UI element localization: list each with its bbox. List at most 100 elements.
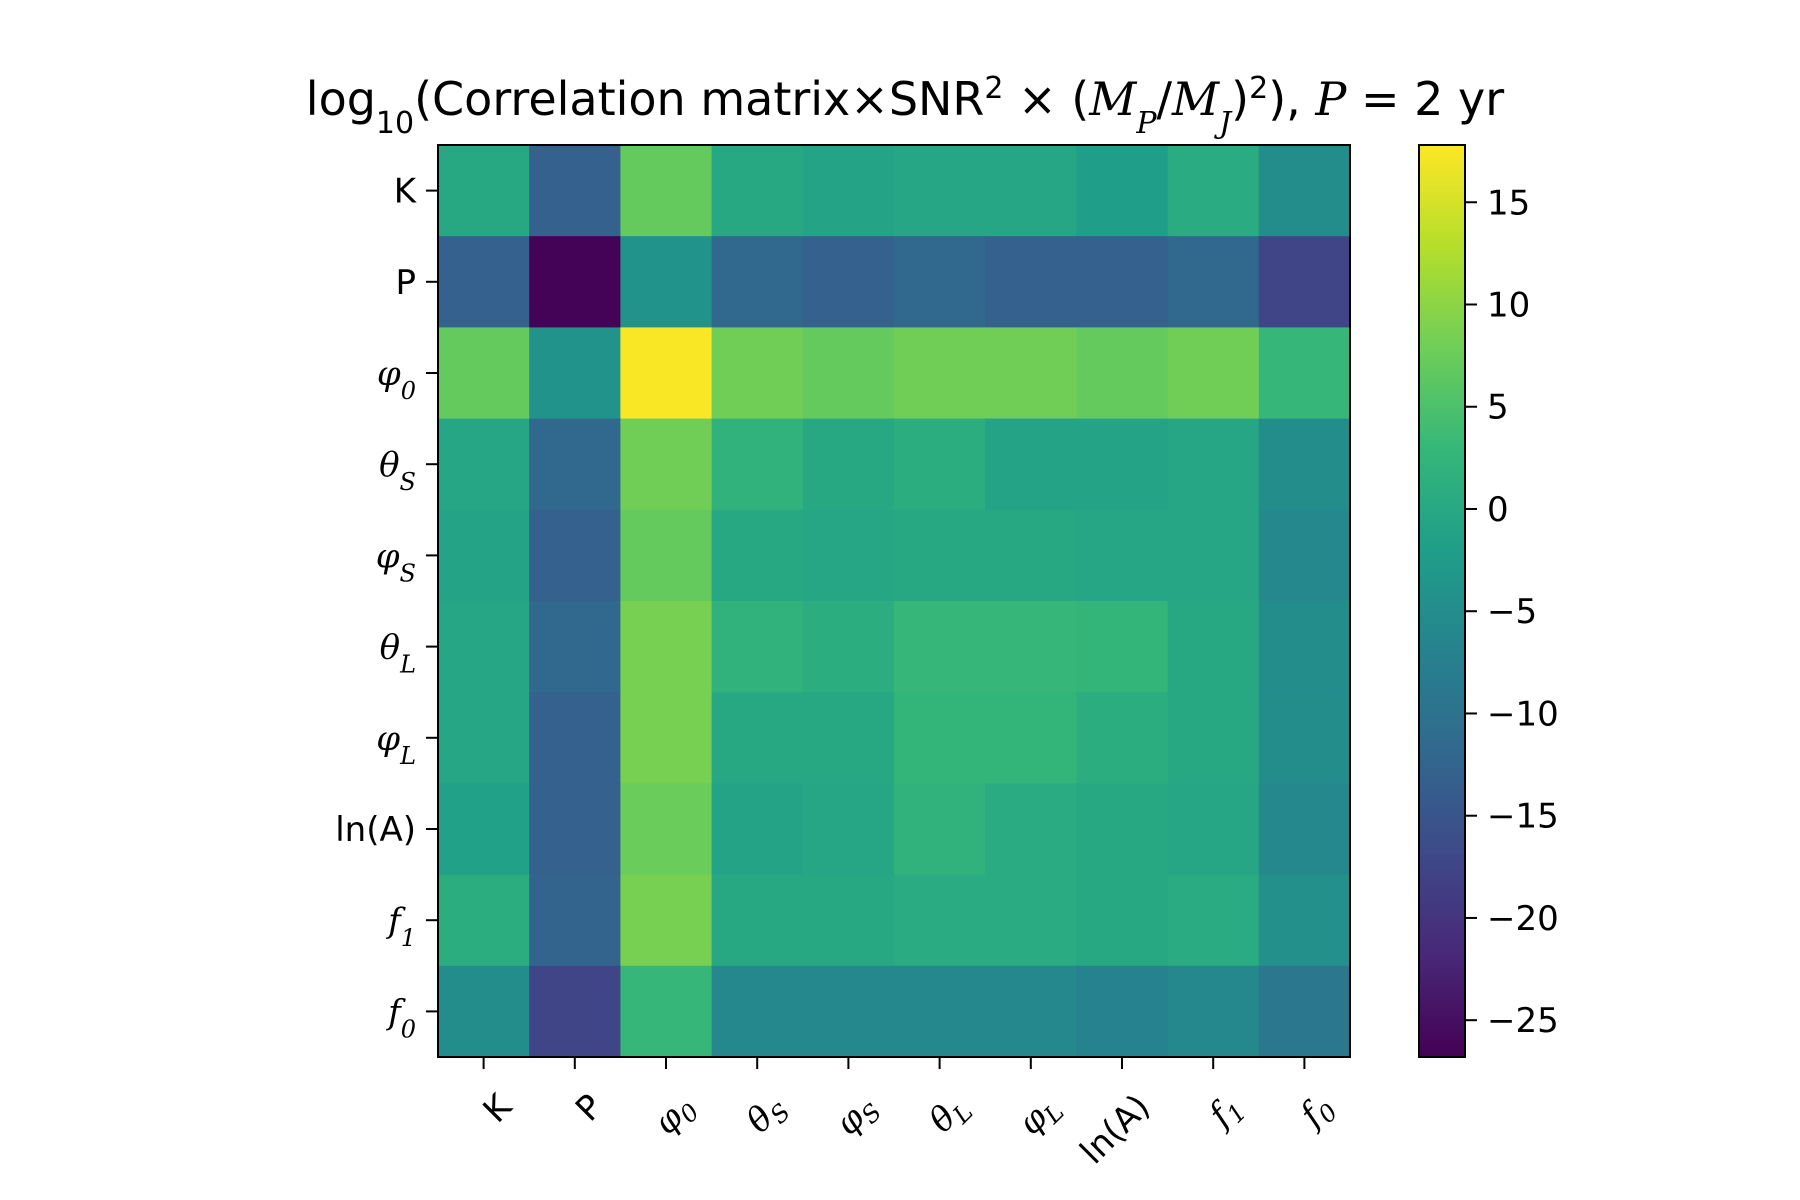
heatmap-cell-f1-θL xyxy=(894,874,986,967)
heatmap-cell-φL-φL xyxy=(985,692,1077,784)
heatmap-cell-φ0-K xyxy=(438,327,530,420)
title-close: ) xyxy=(1231,72,1249,126)
heatmap-cell-P-f1 xyxy=(1167,236,1260,328)
heatmap-cell-φL-φ0 xyxy=(620,692,713,784)
heatmap-cell-θL-f0 xyxy=(1258,601,1351,693)
heatmap-cell-K-ln(A) xyxy=(1076,145,1169,237)
heatmap-cell-f1-K xyxy=(438,874,530,967)
title-main: (Correlation matrix×SNR xyxy=(414,72,984,126)
heatmap-cell-φ0-θL xyxy=(894,327,986,420)
heatmap-cell-φS-f0 xyxy=(1258,509,1351,602)
heatmap-cell-f0-P xyxy=(529,965,621,1058)
heatmap-cell-ln(A)-P xyxy=(529,783,621,876)
heatmap-cell-θL-f1 xyxy=(1167,601,1260,693)
colorbar-tick-label: 15 xyxy=(1487,183,1530,223)
colorbar-tick-label: 0 xyxy=(1487,490,1509,530)
heatmap-cell-f0-φS xyxy=(802,965,895,1058)
title-times: × ( xyxy=(1004,72,1090,126)
heatmap-cell-θL-φS xyxy=(802,601,895,693)
heatmap-cell-P-φ0 xyxy=(620,236,713,328)
heatmap-cell-K-θL xyxy=(894,145,986,237)
heatmap-cell-f0-ln(A) xyxy=(1076,965,1169,1058)
y-axis: K Pφ0 θS φS θL φL ln(A) f1 f0 xyxy=(335,172,438,1043)
heatmap-cell-φ0-θS xyxy=(711,327,804,420)
heatmap-cell-K-P xyxy=(529,145,621,237)
title-snr-exponent: 2 xyxy=(984,71,1003,106)
x-tick-label: f0 xyxy=(1290,1087,1343,1140)
heatmap-cell-ln(A)-θL xyxy=(894,783,986,876)
heatmap-cell-P-φS xyxy=(802,236,895,328)
colorbar xyxy=(1418,144,1466,1058)
heatmap-cell-φS-θS xyxy=(711,509,804,602)
heatmap-cell-θS-φS xyxy=(802,418,895,511)
heatmap-cell-f1-θS xyxy=(711,874,804,967)
heatmap-cell-K-φ0 xyxy=(620,145,713,237)
heatmap-cell-θS-K xyxy=(438,418,530,511)
heatmap-cell-K-K xyxy=(438,145,530,237)
heatmap-cell-θL-φ0 xyxy=(620,601,713,693)
heatmap-cell-ln(A)-φ0 xyxy=(620,783,713,876)
x-tick-label: f1 xyxy=(1199,1087,1252,1140)
colorbar-tick-label: 5 xyxy=(1487,388,1509,428)
y-tick-label: P xyxy=(395,263,416,303)
heatmap-cell-φS-φS xyxy=(802,509,895,602)
y-tick-label: θL xyxy=(380,628,416,679)
plot-frame xyxy=(437,144,1351,1058)
y-tick-label: φL xyxy=(376,719,416,770)
heatmap-cell-φL-K xyxy=(438,692,530,784)
x-tick-label: φL xyxy=(1010,1087,1069,1146)
x-tick-label: ln(A) xyxy=(1072,1087,1157,1172)
chart-title: log10(Correlation matrix×SNR2 × (MP/MJ)2… xyxy=(306,71,1504,141)
heatmap-cell-θS-f0 xyxy=(1258,418,1351,511)
heatmap-cell-f0-f0 xyxy=(1258,965,1351,1058)
heatmap-cell-f0-φ0 xyxy=(620,965,713,1058)
heatmap-cell-φL-φS xyxy=(802,692,895,784)
heatmap-cell-φ0-P xyxy=(529,327,621,420)
heatmap-cell-P-f0 xyxy=(1258,236,1351,328)
heatmap-cell-φ0-φS xyxy=(802,327,895,420)
heatmap-cell-K-φS xyxy=(802,145,895,237)
y-tick-label: K xyxy=(394,172,418,212)
title-p-var: P xyxy=(1314,72,1347,126)
heatmap-cell-P-K xyxy=(438,236,530,328)
heatmap-cell-φ0-φ0 xyxy=(620,327,713,420)
heatmap-cell-f0-φL xyxy=(985,965,1077,1058)
heatmap-cell-θS-θL xyxy=(894,418,986,511)
x-tick-label: K xyxy=(475,1085,520,1130)
colorbar-tick-label: −15 xyxy=(1487,797,1559,837)
y-tick-label: φS xyxy=(376,536,416,587)
heatmap-cell-φS-P xyxy=(529,509,621,602)
y-tick-label: θS xyxy=(379,445,416,496)
title-tail: ), xyxy=(1268,72,1315,126)
heatmap-cell-P-θS xyxy=(711,236,804,328)
heatmap-cell-K-f1 xyxy=(1167,145,1260,237)
y-tick-label: f0 xyxy=(385,992,416,1043)
heatmap-cell-φS-K xyxy=(438,509,530,602)
heatmap-cell-φS-φ0 xyxy=(620,509,713,602)
heatmap-cell-f1-P xyxy=(529,874,621,967)
x-tick-label: θS xyxy=(739,1087,796,1144)
heatmap-cell-K-φL xyxy=(985,145,1077,237)
colorbar-tick-label: −20 xyxy=(1487,899,1559,939)
heatmap-cell-ln(A)-φL xyxy=(985,783,1077,876)
heatmap-cell-f1-φL xyxy=(985,874,1077,967)
heatmap-cell-φS-f1 xyxy=(1167,509,1260,602)
heatmap-cell-θS-ln(A) xyxy=(1076,418,1169,511)
heatmap-cell-P-θL xyxy=(894,236,986,328)
x-tick-label: φ0 xyxy=(646,1087,705,1146)
heatmap-cell-ln(A)-f0 xyxy=(1258,783,1351,876)
heatmap-cell-f0-θL xyxy=(894,965,986,1058)
heatmap-cell-φL-f0 xyxy=(1258,692,1351,784)
y-tick-label: ln(A) xyxy=(335,810,416,850)
heatmap-cell-P-ln(A) xyxy=(1076,236,1169,328)
heatmap-cell-K-θS xyxy=(711,145,804,237)
heatmap-cell-φL-θS xyxy=(711,692,804,784)
heatmap-cell-φ0-f1 xyxy=(1167,327,1260,420)
heatmap-cell-f1-f0 xyxy=(1258,874,1351,967)
heatmap-cell-θS-φ0 xyxy=(620,418,713,511)
heatmap-cell-θL-θS xyxy=(711,601,804,693)
title-p-value: = 2 yr xyxy=(1346,72,1504,126)
heatmap-cells xyxy=(438,145,1351,1058)
